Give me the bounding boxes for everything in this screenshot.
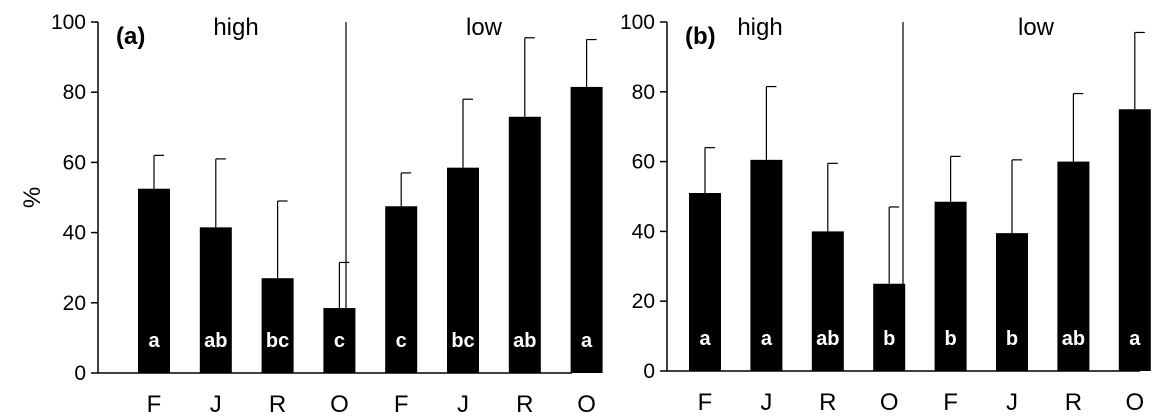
x-tick-label: J <box>210 391 222 418</box>
significance-letter: ab <box>1062 328 1085 350</box>
significance-letter: bc <box>266 330 289 352</box>
y-tick-label: 100 <box>620 11 655 34</box>
y-tick-label: 0 <box>643 360 655 383</box>
x-tick-label: F <box>147 391 162 418</box>
x-tick-label: F <box>943 389 958 416</box>
bar <box>508 116 541 374</box>
x-tick-label: F <box>394 391 409 418</box>
y-tick-label: 0 <box>74 362 86 385</box>
bar <box>934 201 967 371</box>
bar <box>570 86 603 373</box>
y-tick-label: 20 <box>632 290 655 313</box>
bar <box>811 231 844 371</box>
significance-letter: ab <box>816 328 839 350</box>
group-label-high: high <box>737 14 782 41</box>
group-label-low: low <box>1018 14 1055 41</box>
y-tick-label: 100 <box>51 11 86 34</box>
significance-letter: ab <box>513 330 536 352</box>
bar <box>323 308 356 373</box>
bar <box>1057 161 1090 371</box>
y-tick-label: 80 <box>632 81 655 104</box>
x-tick-label: R <box>819 389 836 416</box>
panel-a: 0 20 40 60 80 100% (a) high low a Fab Jbc Rc Oc Fbc Jab… <box>19 11 603 418</box>
significance-letter: ab <box>204 330 227 352</box>
x-tick-label: R <box>269 391 286 418</box>
y-tick-label: 40 <box>63 222 86 245</box>
significance-letter: a <box>148 330 160 352</box>
x-tick-label: J <box>1006 389 1018 416</box>
bar <box>199 227 232 373</box>
significance-letter: b <box>883 328 895 350</box>
significance-letter: c <box>396 330 407 352</box>
group-label-high: high <box>213 14 258 41</box>
significance-letter: c <box>334 330 345 352</box>
significance-letter: a <box>761 328 773 350</box>
panel-label: (b) <box>685 23 716 50</box>
bar <box>689 193 721 371</box>
y-tick-label: 80 <box>63 81 86 104</box>
x-tick-label: R <box>516 391 533 418</box>
x-tick-label: O <box>880 389 899 416</box>
x-tick-label: J <box>457 391 469 418</box>
bar <box>261 278 294 373</box>
bar <box>1118 109 1151 371</box>
bar <box>138 188 170 373</box>
y-tick-label: 40 <box>632 220 655 243</box>
bar <box>750 159 783 371</box>
panel-label: (a) <box>116 23 145 50</box>
significance-letter: b <box>1006 328 1018 350</box>
x-tick-label: O <box>1125 389 1144 416</box>
x-tick-label: J <box>760 389 772 416</box>
y-tick-label: 20 <box>63 292 86 315</box>
y-axis-label: % <box>19 187 46 208</box>
bar <box>385 206 418 373</box>
y-tick-label: 60 <box>63 151 86 174</box>
significance-letter: bc <box>451 330 474 352</box>
significance-letter: a <box>699 328 711 350</box>
x-tick-label: O <box>577 391 596 418</box>
significance-letter: b <box>944 328 956 350</box>
significance-letter: a <box>1129 328 1141 350</box>
panel-b: 0 20 40 60 80 100 (b) high low a Fa Jab Rb Ob Fb Jab Ra O <box>620 11 1151 416</box>
bar <box>447 167 479 373</box>
x-tick-label: R <box>1065 389 1082 416</box>
x-tick-label: F <box>698 389 713 416</box>
y-tick-label: 60 <box>632 151 655 174</box>
significance-letter: a <box>581 330 593 352</box>
bar <box>873 283 906 371</box>
bar <box>996 233 1028 371</box>
group-label-low: low <box>466 14 503 41</box>
x-tick-label: O <box>330 391 349 418</box>
